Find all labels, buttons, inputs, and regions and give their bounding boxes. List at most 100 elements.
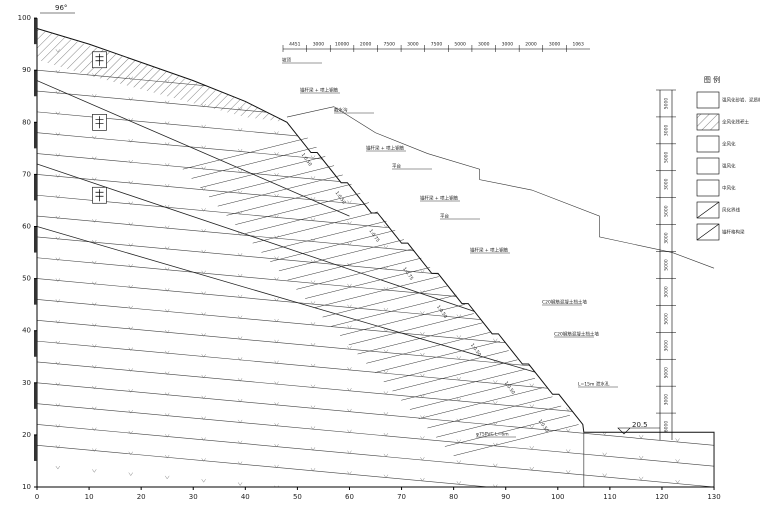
anchor — [252, 211, 378, 244]
rock-mark — [529, 383, 534, 388]
rock-mark — [201, 187, 206, 191]
elevation-mark — [617, 427, 660, 435]
rock-mark — [493, 401, 498, 405]
rock-mark — [566, 470, 571, 474]
legend-line — [696, 201, 720, 219]
rock-mark — [237, 378, 243, 382]
rock-mark — [310, 405, 316, 410]
legend-label: 锚杆格构梁 — [722, 229, 745, 236]
anchor — [331, 294, 457, 327]
anchor — [296, 257, 422, 290]
rock-mark — [274, 318, 279, 323]
rock-mark — [92, 406, 97, 411]
rock-mark — [201, 437, 206, 441]
rock-mark — [92, 469, 97, 473]
anchor — [278, 239, 404, 272]
rock-mark — [55, 111, 60, 116]
rock-mark — [383, 349, 389, 354]
anchor — [366, 331, 492, 364]
rock-mark — [201, 166, 206, 170]
rock-mark — [128, 180, 133, 185]
rock-mark — [310, 217, 316, 222]
y-tick-label: 100 — [18, 14, 31, 22]
dim-label: 2000 — [525, 42, 537, 48]
rock-mark — [92, 94, 97, 98]
rock-mark — [237, 107, 243, 111]
rock-mark — [55, 320, 60, 324]
rock-mark — [201, 312, 206, 316]
dim-label: 7500 — [384, 42, 396, 48]
x-tick-label: 120 — [655, 493, 668, 501]
rock-mark — [274, 381, 279, 385]
anchor — [313, 276, 439, 309]
rock-mark — [237, 482, 243, 486]
rock-mark — [675, 480, 680, 484]
rock-mark — [347, 242, 352, 246]
rock-mark — [493, 380, 498, 384]
rock-mark — [347, 221, 352, 225]
dim-label: 3000 — [313, 42, 325, 48]
rock-mark — [310, 447, 316, 451]
legend-label: 全风化 — [722, 141, 736, 148]
rock-mark — [165, 267, 170, 271]
x-tick-label: 40 — [241, 493, 250, 501]
rock-mark — [237, 190, 243, 195]
legend-line — [696, 223, 720, 241]
rock-mark — [201, 354, 206, 358]
x-tick-label: 70 — [397, 493, 406, 501]
dim-label: 3000 — [664, 178, 670, 190]
rock-mark — [165, 121, 170, 125]
axis-band — [34, 226, 37, 253]
rock-mark — [274, 443, 279, 448]
rock-mark — [347, 471, 352, 475]
anchor — [200, 156, 326, 188]
rock-mark — [55, 174, 60, 178]
rock-mark — [274, 402, 279, 406]
rock-mark — [55, 215, 60, 220]
axis-band — [34, 174, 37, 201]
annotation: 锚杆梁 + 喷上钢筋 — [420, 195, 459, 202]
stratum-line — [37, 382, 715, 446]
rock-mark — [310, 322, 316, 326]
rock-mark — [456, 397, 462, 402]
anchor — [401, 368, 527, 401]
rock-mark — [55, 299, 60, 303]
weathering-boundary — [37, 80, 350, 217]
rock-mark — [237, 294, 243, 299]
rock-mark — [128, 243, 133, 247]
anchor — [208, 165, 335, 198]
rock-mark — [128, 409, 133, 414]
axis-band — [34, 278, 37, 305]
rock-mark — [128, 472, 133, 476]
rock-mark — [165, 184, 170, 188]
rock-mark — [347, 283, 352, 288]
rock-mark — [92, 448, 97, 452]
anchor — [409, 378, 536, 410]
dim-label: 4451 — [289, 42, 301, 48]
x-tick-label: 90 — [501, 493, 510, 501]
rock-mark — [237, 461, 243, 465]
y-tick-label: 40 — [22, 327, 31, 335]
rock-mark — [55, 69, 60, 74]
rock-mark — [128, 305, 133, 310]
rock-mark — [493, 484, 498, 488]
rock-mark — [201, 103, 206, 108]
rock-mark — [201, 479, 206, 483]
rock-mark — [310, 259, 316, 264]
rock-mark — [92, 427, 97, 431]
rock-mark — [55, 340, 60, 345]
stratum-line — [37, 445, 715, 488]
rock-mark — [92, 177, 97, 181]
rock-mark — [165, 392, 170, 396]
rock-mark — [165, 225, 170, 230]
rock-mark — [201, 270, 206, 275]
dim-label: 3000 — [664, 286, 670, 298]
rock-mark — [165, 79, 170, 84]
rock-mark — [55, 153, 60, 157]
rock-mark — [201, 124, 206, 129]
rock-mark — [493, 421, 498, 426]
rock-mark — [165, 350, 170, 355]
rock-mark — [237, 128, 243, 132]
rock-mark — [310, 301, 316, 305]
